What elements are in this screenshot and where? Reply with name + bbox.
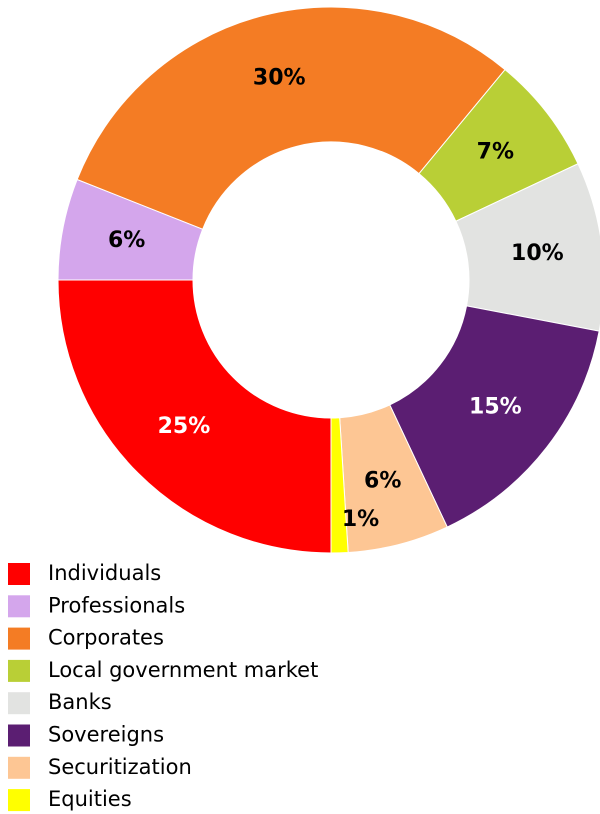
data-label: 10% [511, 241, 564, 266]
data-label: 7% [477, 140, 514, 165]
legend-label: Corporates [48, 626, 164, 650]
legend-swatch [8, 692, 30, 715]
data-label: 6% [364, 468, 401, 493]
legend-swatch [8, 789, 30, 812]
slice [389, 305, 600, 528]
legend-swatch [8, 659, 30, 682]
legend-label: Equities [48, 787, 132, 811]
legend-swatch [8, 724, 30, 747]
data-label: 30% [253, 66, 306, 91]
legend-label: Local government market [48, 658, 318, 682]
slice [76, 6, 506, 230]
legend-swatch [8, 563, 30, 585]
data-label: 1% [342, 507, 379, 532]
legend-swatch [8, 627, 30, 650]
data-label: 25% [158, 414, 211, 439]
legend-label: Sovereigns [48, 723, 164, 747]
legend-label: Banks [48, 690, 112, 714]
legend-label: Securitization [48, 755, 192, 779]
legend-swatch [8, 756, 30, 779]
legend-label: Individuals [48, 561, 161, 585]
data-label: 15% [469, 394, 522, 419]
data-label: 6% [108, 228, 145, 253]
slice [57, 279, 332, 554]
legend-label: Professionals [48, 593, 185, 617]
legend-swatch [8, 595, 30, 618]
slice [330, 417, 349, 554]
